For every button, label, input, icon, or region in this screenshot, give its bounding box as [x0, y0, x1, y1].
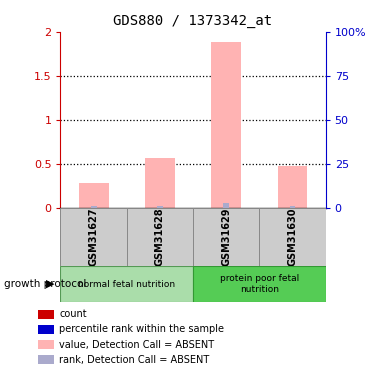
Text: rank, Detection Call = ABSENT: rank, Detection Call = ABSENT	[59, 355, 209, 365]
Bar	[278, 166, 307, 208]
Title: GDS880 / 1373342_at: GDS880 / 1373342_at	[113, 14, 273, 28]
Bar	[145, 158, 175, 208]
Bar	[38, 325, 54, 334]
Text: growth protocol: growth protocol	[4, 279, 86, 289]
Text: value, Detection Call = ABSENT: value, Detection Call = ABSENT	[59, 340, 214, 350]
Text: protein poor fetal
nutrition: protein poor fetal nutrition	[220, 274, 299, 294]
Text: count: count	[59, 309, 87, 319]
Bar	[90, 206, 97, 208]
Text: percentile rank within the sample: percentile rank within the sample	[59, 324, 224, 334]
Bar	[38, 310, 54, 319]
Bar	[193, 266, 326, 302]
Bar	[193, 208, 259, 266]
Bar	[259, 208, 326, 266]
Bar	[60, 266, 193, 302]
Text: ▶: ▶	[46, 279, 55, 289]
Bar	[157, 206, 163, 208]
Bar	[211, 42, 241, 208]
Text: GSM31628: GSM31628	[155, 208, 165, 267]
Text: normal fetal nutrition: normal fetal nutrition	[78, 280, 176, 289]
Text: GSM31627: GSM31627	[89, 208, 99, 267]
Bar	[223, 203, 229, 208]
Bar	[38, 356, 54, 364]
Bar	[79, 183, 108, 208]
Bar	[60, 208, 127, 266]
Bar	[289, 206, 296, 208]
Text: GSM31630: GSM31630	[287, 208, 298, 267]
Text: GSM31629: GSM31629	[221, 208, 231, 267]
Bar	[127, 208, 193, 266]
Bar	[38, 340, 54, 349]
